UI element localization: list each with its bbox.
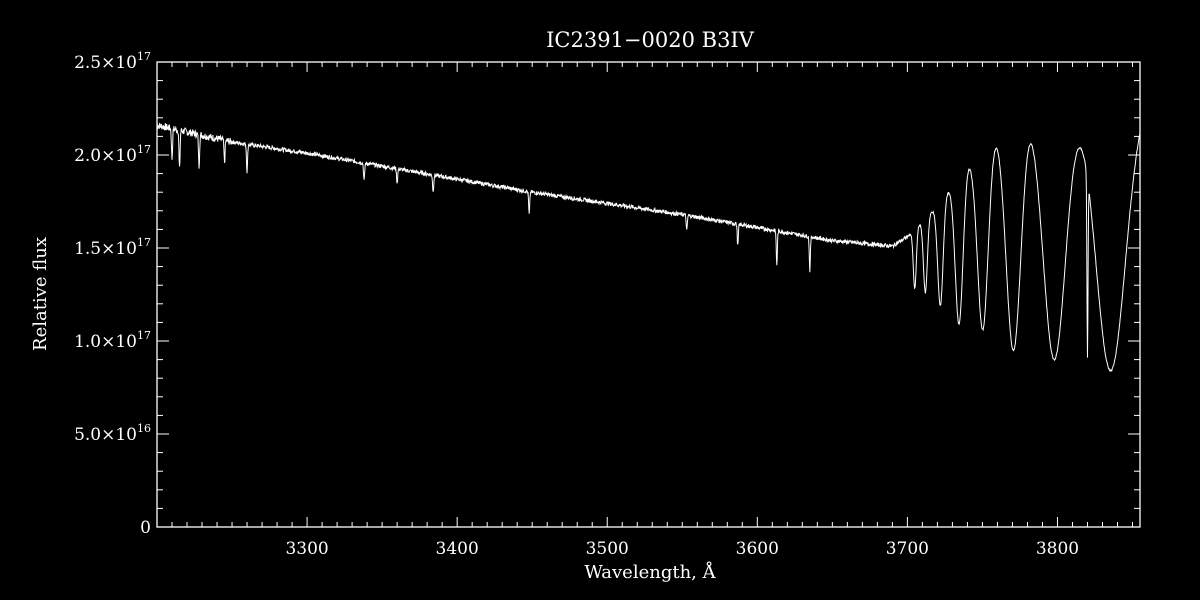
y-axis-title: Relative flux [30, 237, 51, 351]
y-tick-label: 2.0×1017 [74, 143, 151, 166]
x-tick-label: 3700 [886, 539, 929, 559]
chart-title: IC2391−0020 B3IV [546, 28, 754, 52]
plot-frame [156, 61, 1141, 528]
spectrum-line [156, 122, 1141, 372]
x-tick-label: 3400 [436, 539, 479, 559]
x-tick-label: 3800 [1036, 539, 1079, 559]
x-tick-label: 3600 [736, 539, 779, 559]
x-axis-title: Wavelength, Å [584, 561, 716, 583]
y-tick-label: 0 [140, 518, 151, 538]
y-tick-label: 5.0×1016 [74, 422, 151, 445]
y-tick-label: 1.5×1017 [74, 236, 151, 259]
y-tick-label: 1.0×1017 [74, 329, 151, 352]
y-tick-label: 2.5×1017 [74, 50, 151, 73]
x-tick-label: 3500 [586, 539, 629, 559]
x-tick-label: 3300 [285, 539, 328, 559]
